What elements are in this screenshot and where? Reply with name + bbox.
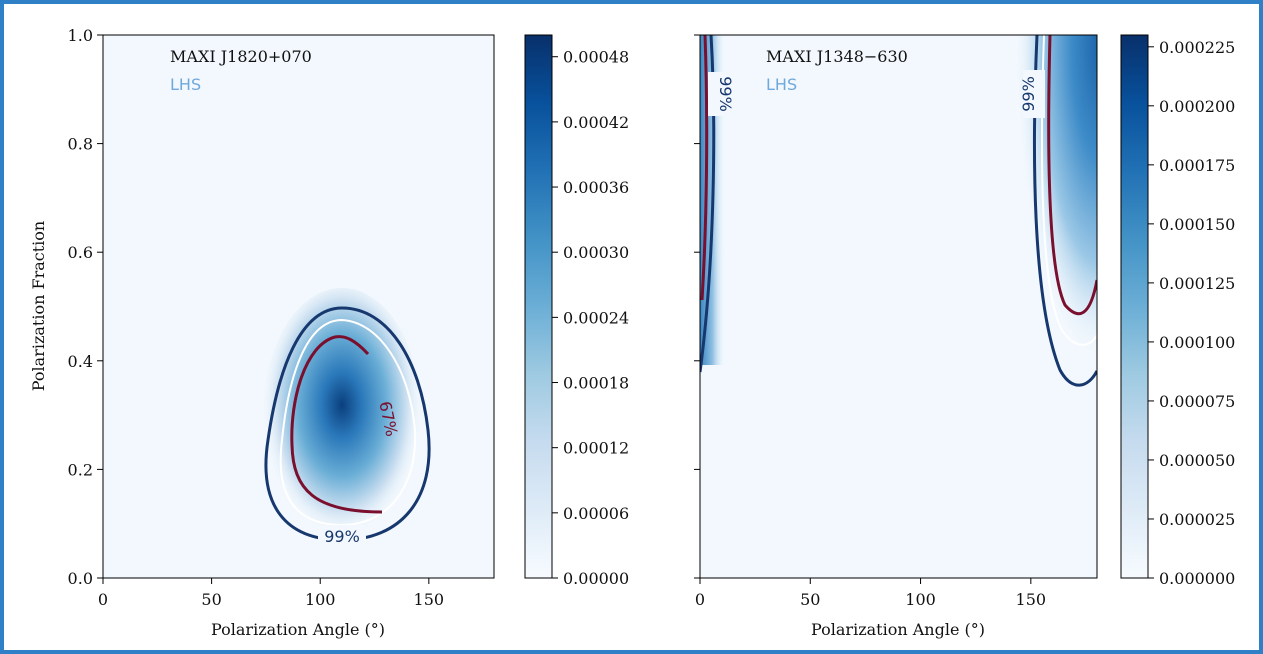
contour-67-right: [1047, 35, 1097, 316]
colorbar-tick-label: 0.000000: [1159, 569, 1235, 588]
contour-label-99-right-edge: 99%: [716, 76, 735, 112]
x-axis-label-left: Polarization Angle (°): [211, 620, 385, 639]
contour-mid-left: [279, 318, 417, 527]
colorbar-tick-label: 0.00018: [563, 374, 629, 393]
colorbar-tick-label: 0.000200: [1159, 97, 1235, 116]
colorbar-tick-label: 0.00036: [563, 178, 629, 197]
axes-frame-left: [102, 34, 495, 579]
contour-67-right-edge: [700, 35, 709, 301]
colorbar-tick-label: 0.00006: [563, 504, 629, 523]
colorbar-tick-label: 0.00030: [563, 243, 629, 262]
contour-label-99-left: 99%: [324, 527, 360, 546]
colorbar-ticks-right: 0.000000 0.000025 0.000050 0.000075 0.000100…: [1148, 38, 1235, 588]
y-tick-label: 0.2: [68, 460, 93, 479]
colorbar-tick-label: 0.00000: [563, 569, 629, 588]
contour-label-99-bg-left: [318, 525, 366, 545]
source-label-left: MAXI J1820+070: [170, 47, 312, 66]
x-tick-label: 150: [1016, 590, 1047, 609]
y-tick-label: 0.8: [68, 135, 93, 154]
panel-right: 99% 99% MAXI J1348−630 LHS 0 50 100 150 Pol…: [694, 34, 1235, 639]
colorbar-tick-label: 0.000225: [1159, 38, 1235, 57]
colorbar-tick-label: 0.000075: [1159, 392, 1235, 411]
colorbar-right: [1120, 34, 1149, 579]
y-tick-label: 1.0: [68, 26, 93, 45]
x-tick-label: 0: [98, 590, 108, 609]
x-tick-label: 50: [800, 590, 820, 609]
colorbar-tick-label: 0.00042: [563, 113, 629, 132]
colorbar-tick-label: 0.000150: [1159, 215, 1235, 234]
x-axis-label-right: Polarization Angle (°): [811, 620, 985, 639]
panel-left: 67% 99% MAXI J1820+070 LHS 0 50 100 1500.00…: [29, 26, 629, 639]
contour-label-99-bg-right: [1023, 70, 1045, 118]
x-tick-label: 50: [201, 590, 221, 609]
colorbar-left: [524, 34, 553, 579]
axis-ticks-right: 0 50 100 150: [694, 34, 1047, 609]
state-label-right: LHS: [766, 75, 797, 94]
colorbar-tick-label: 0.00024: [563, 308, 629, 327]
y-tick-label: 0.4: [68, 352, 93, 371]
colorbar-tick-label: 0.000050: [1159, 451, 1235, 470]
density-blob-right: [1010, 35, 1097, 420]
contour-label-99-bg-edge: [708, 72, 730, 116]
y-tick-label: 0.6: [68, 243, 93, 262]
colorbar-tick-label: 0.000100: [1159, 333, 1235, 352]
colorbar-tick-label: 0.00048: [563, 48, 629, 67]
colorbar-tick-label: 0.000175: [1159, 156, 1235, 175]
y-axis-label-left: Polarization Fraction: [29, 221, 48, 391]
colorbar-tick-label: 0.000125: [1159, 274, 1235, 293]
x-tick-label: 150: [414, 590, 445, 609]
source-label-right: MAXI J1348−630: [766, 47, 908, 66]
state-label-left: LHS: [170, 75, 201, 94]
axis-ticks-left: 0 50 100 150 0.0 0.2 0.4 0.6 0.8 1.0: [68, 26, 445, 609]
colorbar-ticks-left: 0.00000 0.00006 0.00012 0.00018 0.00024 0.000…: [552, 48, 629, 588]
contour-99-right-edge: [700, 35, 716, 373]
x-tick-label: 0: [695, 590, 705, 609]
contour-67-left: [290, 335, 383, 514]
y-tick-label: 0.0: [68, 569, 93, 588]
contour-label-99-right: 99%: [1019, 76, 1038, 112]
axes-frame-right: [699, 34, 1098, 579]
x-tick-label: 100: [305, 590, 336, 609]
colorbar-tick-label: 0.00012: [563, 439, 629, 458]
x-tick-label: 100: [905, 590, 936, 609]
colorbar-tick-label: 0.000025: [1159, 510, 1235, 529]
